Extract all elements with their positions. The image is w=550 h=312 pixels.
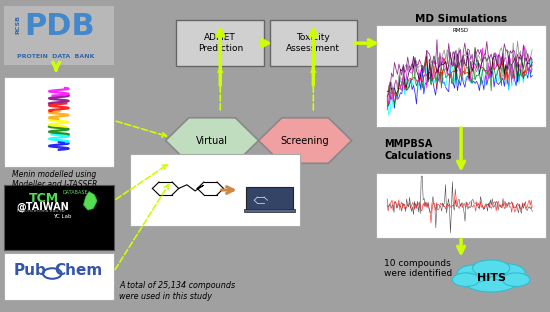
- Ellipse shape: [457, 265, 492, 282]
- Text: RMSD: RMSD: [453, 28, 469, 33]
- Text: TCM: TCM: [29, 192, 59, 205]
- FancyBboxPatch shape: [376, 25, 546, 127]
- FancyBboxPatch shape: [4, 6, 113, 65]
- Text: Pub: Pub: [13, 263, 46, 278]
- Text: Chem: Chem: [54, 263, 102, 278]
- Text: RCSB: RCSB: [15, 15, 20, 34]
- Polygon shape: [84, 192, 97, 210]
- Text: ADMET
Prediction: ADMET Prediction: [197, 33, 243, 53]
- Text: Virtual: Virtual: [196, 135, 228, 145]
- Text: Menin modelled using
Modeller and I-TASSER: Menin modelled using Modeller and I-TASS…: [12, 170, 98, 189]
- Text: @TAIWAN: @TAIWAN: [16, 202, 69, 212]
- Text: YC Lab: YC Lab: [53, 214, 72, 219]
- FancyBboxPatch shape: [270, 20, 357, 66]
- Text: MD Simulations: MD Simulations: [415, 14, 507, 24]
- Polygon shape: [258, 118, 351, 163]
- Text: Screening: Screening: [281, 135, 329, 145]
- Text: PDB: PDB: [24, 12, 95, 41]
- Text: HITS: HITS: [477, 273, 505, 283]
- Ellipse shape: [490, 264, 525, 281]
- FancyBboxPatch shape: [4, 185, 113, 250]
- FancyBboxPatch shape: [130, 154, 300, 226]
- FancyBboxPatch shape: [4, 253, 113, 300]
- Text: 10 compounds
were identified: 10 compounds were identified: [384, 259, 453, 278]
- Text: PROTEIN  DATA  BANK: PROTEIN DATA BANK: [16, 54, 94, 59]
- Text: A total of 25,134 compounds
were used in this study: A total of 25,134 compounds were used in…: [119, 281, 235, 301]
- Ellipse shape: [461, 264, 521, 292]
- Polygon shape: [166, 118, 258, 163]
- FancyBboxPatch shape: [177, 20, 264, 66]
- FancyBboxPatch shape: [244, 208, 295, 212]
- FancyBboxPatch shape: [376, 173, 546, 238]
- Text: Toxicity
Assessment: Toxicity Assessment: [287, 33, 340, 53]
- FancyBboxPatch shape: [246, 187, 293, 210]
- Text: DATABASE: DATABASE: [63, 190, 89, 195]
- Text: http://tcm.cmu.edu.tw: http://tcm.cmu.edu.tw: [16, 209, 65, 213]
- Ellipse shape: [452, 273, 480, 286]
- FancyBboxPatch shape: [4, 77, 113, 167]
- Ellipse shape: [503, 273, 530, 286]
- Ellipse shape: [472, 260, 510, 277]
- Text: MMPBSA
Calculations: MMPBSA Calculations: [384, 139, 452, 161]
